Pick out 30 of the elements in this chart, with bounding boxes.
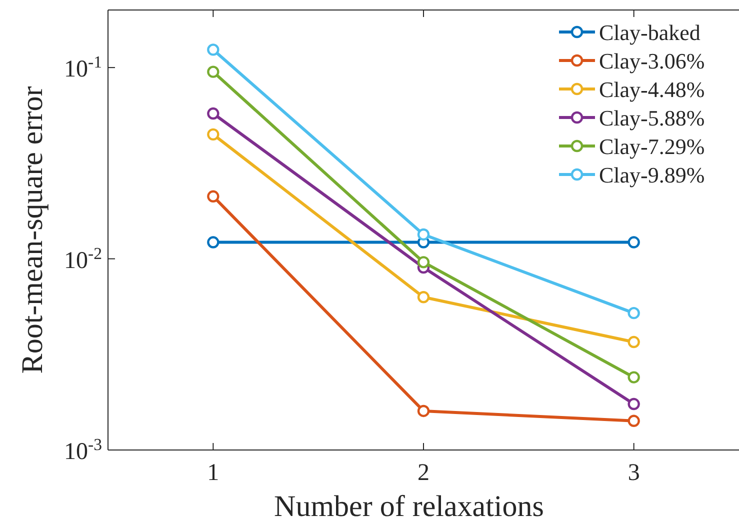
legend-label: Clay-5.88%: [599, 106, 705, 130]
point: [207, 190, 220, 202]
x-tick-label: 2: [418, 460, 430, 486]
x-tick-label: 3: [628, 460, 640, 486]
point: [207, 44, 220, 56]
point: [628, 306, 640, 320]
legend-label: Clay-3.06%: [599, 48, 705, 74]
y-axis-title: Root-mean-square error: [16, 86, 49, 374]
point: [417, 404, 430, 418]
point: [628, 336, 640, 348]
point: [207, 107, 220, 120]
point: [628, 236, 640, 248]
point: [207, 66, 220, 78]
point: [628, 414, 640, 427]
y-tick-label: 10$^{-2}$: [64, 243, 102, 274]
point: [417, 291, 430, 304]
point: [628, 371, 640, 384]
legend-label: Clay-4.48%: [599, 77, 705, 102]
x-axis-title: Number of relaxations: [274, 490, 544, 522]
legend-label: Clay-9.89%: [599, 162, 705, 188]
point: [628, 398, 640, 410]
point: [417, 256, 430, 268]
x-tick-label: 1: [207, 460, 220, 486]
point: [417, 228, 430, 241]
legend-label: Clay-baked: [599, 20, 700, 45]
y-tick-label: 10$^{-1}$: [64, 52, 102, 83]
y-tick-label: 10$^{-3}$: [64, 434, 102, 465]
point: [207, 128, 220, 141]
point: [207, 236, 220, 248]
legend-label: Clay-7.29%: [599, 134, 705, 159]
